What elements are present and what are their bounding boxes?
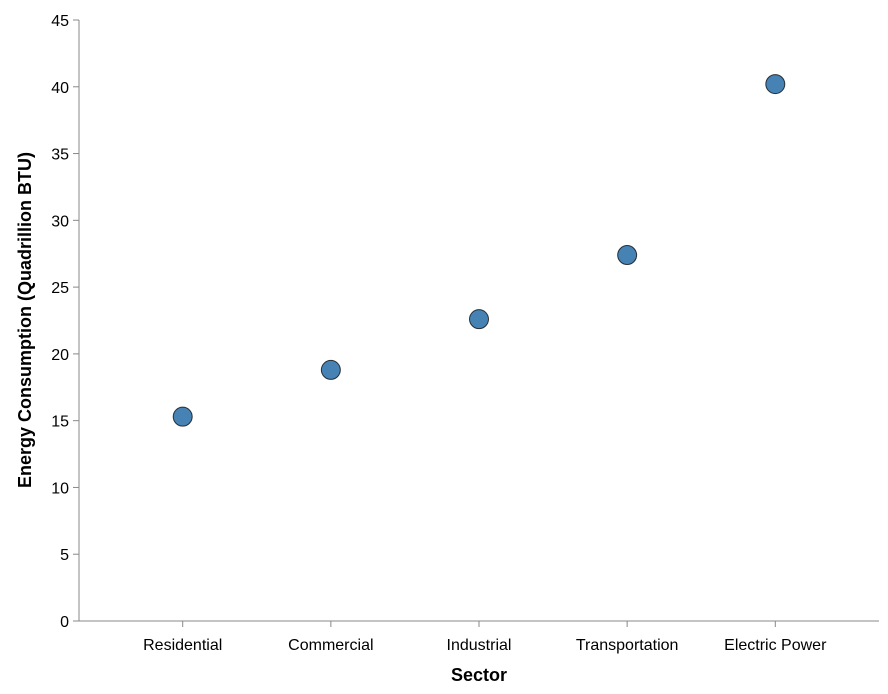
y-tick-label: 30 [51,213,69,230]
y-tick-label: 35 [51,147,69,164]
y-tick-label: 20 [51,347,69,364]
y-tick-label: 25 [51,280,69,297]
y-axis-title: Energy Consumption (Quadrillion BTU) [15,152,35,488]
x-tick-label: Electric Power [724,637,827,654]
x-tick-label: Industrial [447,637,512,654]
data-point [172,406,193,427]
x-tick-label: Residential [143,637,222,654]
data-point [320,359,341,380]
y-tick-label: 5 [60,547,69,564]
y-tick-label: 10 [51,480,69,497]
y-tick-label: 0 [60,614,69,631]
x-tick-label: Transportation [576,637,679,654]
data-points [172,74,786,427]
data-point [765,74,786,95]
y-tick-label: 40 [51,80,69,97]
y-tick-label: 45 [51,13,69,30]
x-tick-label: Commercial [288,637,373,654]
y-axis: 0 5 10 15 20 25 30 35 40 45 [51,13,80,631]
data-point [617,245,638,266]
x-axis-title: Sector [451,665,507,685]
y-tick-label: 15 [51,414,69,431]
data-point [469,309,489,330]
x-axis: Residential Commercial Industrial Transport… [79,620,879,654]
